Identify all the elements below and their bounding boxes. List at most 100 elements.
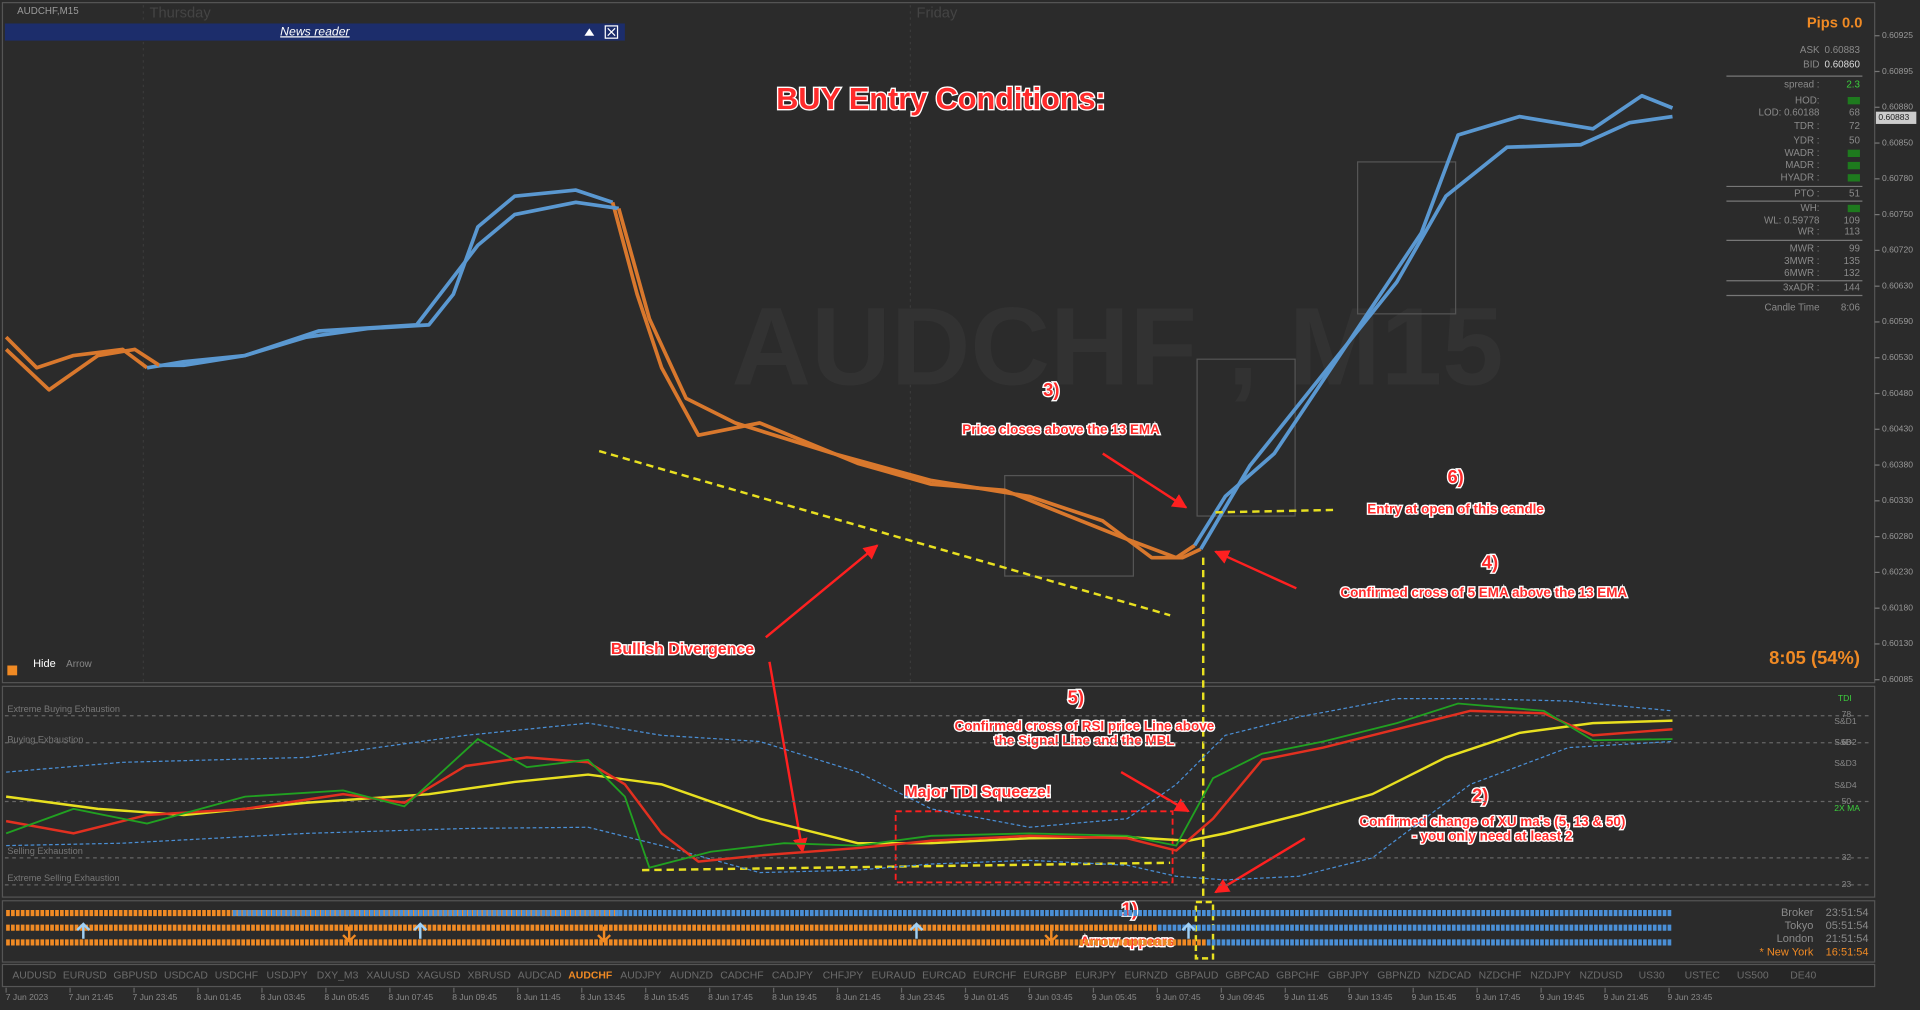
symbol-tab[interactable]: GBPNZD bbox=[1377, 970, 1421, 981]
tdi-right-label: S&D4 bbox=[1834, 780, 1857, 790]
symbol-tab[interactable]: EURCAD bbox=[922, 970, 966, 981]
time-label: 9 Jun 23:45 bbox=[1668, 992, 1713, 1002]
info-indicator bbox=[1847, 174, 1860, 182]
session-name: Tokyo bbox=[1785, 920, 1814, 932]
price-axis: 0.60925 0.60895 0.60880 0.60850 0.60780 0.607… bbox=[1874, 30, 1913, 684]
symbol-tab[interactable]: DXY_M3 bbox=[317, 970, 359, 981]
info-label: WADR : bbox=[1785, 148, 1820, 159]
entry-line bbox=[1215, 508, 1336, 514]
tdi-panel bbox=[1, 685, 1876, 898]
symbol-tab[interactable]: AUDCAD bbox=[518, 970, 562, 981]
price-label: 0.60630 bbox=[1882, 280, 1913, 290]
tdi-right-label: 68 bbox=[1842, 737, 1852, 747]
squeeze-box bbox=[894, 810, 1174, 884]
symbol-tab[interactable]: NZDCAD bbox=[1428, 970, 1472, 981]
price-label: 0.60280 bbox=[1882, 531, 1913, 541]
symbol-tab[interactable]: EURAUD bbox=[872, 970, 916, 981]
divergence-label: Bullish Divergence bbox=[611, 641, 754, 658]
symbol-tab[interactable]: USDJPY bbox=[266, 970, 307, 981]
symbol-tab[interactable]: US30 bbox=[1639, 970, 1665, 981]
symbol-tab[interactable]: EURJPY bbox=[1075, 970, 1116, 981]
symbol-tab[interactable]: EURCHF bbox=[973, 970, 1016, 981]
step-text: Confirmed cross of 5 EMA above the 13 EM… bbox=[1340, 585, 1627, 600]
session-time: 23:51:54 bbox=[1826, 907, 1869, 919]
hide-button[interactable]: Hide bbox=[33, 658, 56, 670]
symbol-tab[interactable]: GBPCAD bbox=[1225, 970, 1269, 981]
info-value: 72 bbox=[1849, 121, 1860, 132]
symbol-tab[interactable]: CADJPY bbox=[772, 970, 813, 981]
time-label: 9 Jun 09:45 bbox=[1220, 992, 1265, 1002]
xu-bars bbox=[6, 909, 1673, 946]
symbol-tab[interactable]: CHFJPY bbox=[823, 970, 864, 981]
zone-label: Extreme Buying Exhaustion bbox=[7, 704, 120, 714]
info-label: spread : bbox=[1784, 79, 1819, 90]
hide-toggle[interactable] bbox=[7, 665, 18, 676]
symbol-tab[interactable]: USDCHF bbox=[215, 970, 258, 981]
ema-slow bbox=[159, 200, 620, 368]
symbol-tab[interactable]: XBRUSD bbox=[468, 970, 512, 981]
symbol-tab[interactable]: GBPCHF bbox=[1276, 970, 1319, 981]
symbol-tab[interactable]: AUDCHF bbox=[568, 970, 612, 981]
symbol-tab[interactable]: CADCHF bbox=[720, 970, 763, 981]
news-reader-title[interactable]: News reader bbox=[280, 24, 350, 38]
symbol-tab[interactable]: NZDJPY bbox=[1530, 970, 1571, 981]
time-label: 8 Jun 07:45 bbox=[388, 992, 433, 1002]
pips: Pips 0.0 bbox=[1807, 15, 1863, 31]
time-label: 8 Jun 19:45 bbox=[772, 992, 817, 1002]
symbol-bar bbox=[1, 963, 1876, 988]
step-text: - you only need at least 2 bbox=[1412, 829, 1572, 844]
price-label: 0.60230 bbox=[1882, 567, 1913, 577]
ema-fast bbox=[610, 201, 1196, 560]
info-label: HOD: bbox=[1795, 95, 1820, 106]
symbol-tab[interactable]: NZDCHF bbox=[1479, 970, 1522, 981]
symbol-tab[interactable]: USDCAD bbox=[164, 970, 208, 981]
time-label: 9 Jun 05:45 bbox=[1092, 992, 1137, 1002]
info-value: 50 bbox=[1849, 136, 1860, 147]
collapse-icon[interactable] bbox=[584, 28, 595, 36]
zone-label: Buying Exhaustion bbox=[7, 735, 83, 745]
price-label: 0.60330 bbox=[1882, 495, 1913, 505]
price-label: 0.60480 bbox=[1882, 388, 1913, 398]
symbol-tab[interactable]: USTEC bbox=[1685, 970, 1721, 981]
price-label: 0.60085 bbox=[1882, 674, 1913, 684]
main-panel bbox=[1, 2, 1876, 684]
symbol-tab[interactable]: XAGUSD bbox=[417, 970, 461, 981]
close-icon[interactable] bbox=[604, 25, 619, 39]
symbol-tab[interactable]: AUDUSD bbox=[12, 970, 56, 981]
info-panel: ASK 0.60883 BID 0.60860 spread : 2.3 HOD: LOD: … bbox=[1726, 45, 1863, 313]
up-arrow bbox=[413, 922, 428, 939]
symbol-tab[interactable]: EURNZD bbox=[1125, 970, 1169, 981]
symbol-tab[interactable]: GBPJPY bbox=[1328, 970, 1369, 981]
info-label: TDR : bbox=[1794, 121, 1820, 132]
symbol-tab[interactable]: AUDJPY bbox=[620, 970, 661, 981]
time-label: 9 Jun 21:45 bbox=[1604, 992, 1649, 1002]
symbol-tab[interactable]: GBPAUD bbox=[1175, 970, 1219, 981]
symbol-tab[interactable]: GBPUSD bbox=[113, 970, 157, 981]
step-number: 2) bbox=[1472, 784, 1488, 805]
info-label: MWR : bbox=[1790, 244, 1820, 255]
symbol-tab[interactable]: DE40 bbox=[1790, 970, 1816, 981]
arrows bbox=[765, 452, 1306, 894]
time-label: 7 Jun 23:45 bbox=[132, 992, 177, 1002]
time-label: 9 Jun 13:45 bbox=[1348, 992, 1393, 1002]
symbol-tab[interactable]: EURGBP bbox=[1023, 970, 1067, 981]
lower-band bbox=[6, 740, 1673, 881]
price-label: 0.60180 bbox=[1882, 602, 1913, 612]
close-x bbox=[607, 27, 616, 37]
symbol-tab[interactable]: XAUUSD bbox=[366, 970, 410, 981]
session-time: 21:51:54 bbox=[1826, 933, 1869, 945]
symbol-tab[interactable]: NZDUSD bbox=[1579, 970, 1623, 981]
symbol-tab[interactable]: US500 bbox=[1737, 970, 1769, 981]
symbol-tab[interactable]: AUDNZD bbox=[670, 970, 714, 981]
info-value: 113 bbox=[1844, 226, 1860, 237]
time-label: 9 Jun 11:45 bbox=[1284, 992, 1328, 1002]
info-value: 8:06 bbox=[1841, 302, 1861, 313]
news-reader-bar[interactable] bbox=[4, 23, 625, 41]
symbol-tab[interactable]: EURUSD bbox=[63, 970, 107, 981]
ema-slow bbox=[1199, 114, 1673, 551]
signal-line bbox=[5, 719, 1673, 845]
down-arrow bbox=[342, 926, 357, 943]
tdi-right-label: 32 bbox=[1842, 852, 1852, 862]
arrow-button[interactable]: Arrow bbox=[66, 659, 93, 670]
up-arrow bbox=[909, 922, 924, 939]
